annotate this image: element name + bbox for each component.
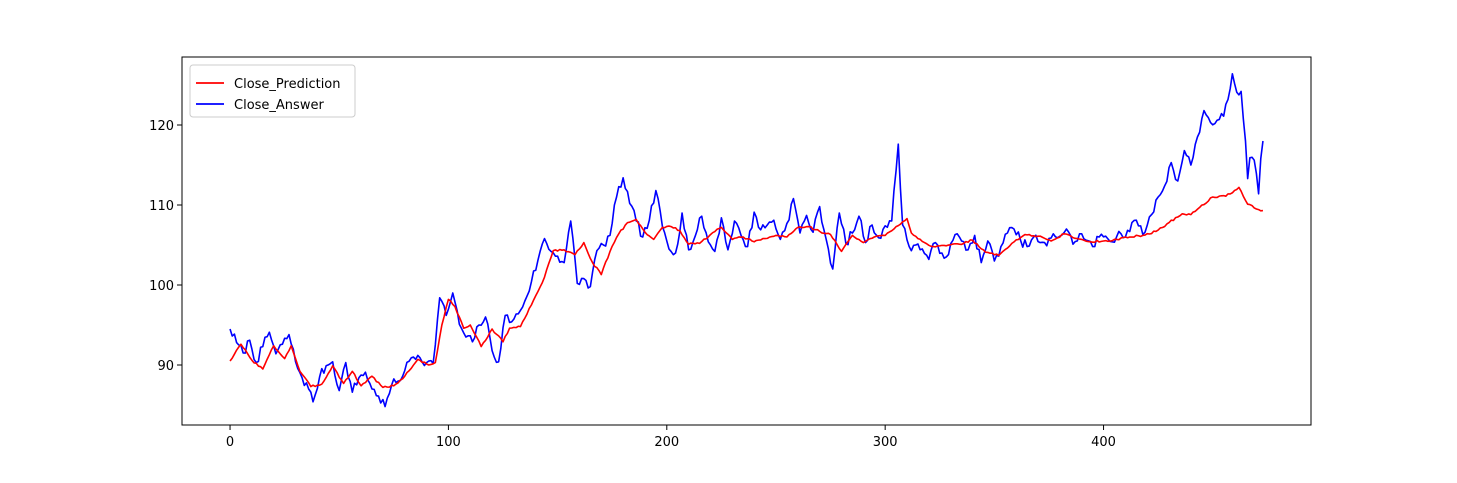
x-tick-label: 400 xyxy=(1091,435,1116,450)
legend-label: Close_Prediction xyxy=(234,77,341,92)
y-tick-label: 120 xyxy=(149,119,174,134)
y-tick-label: 100 xyxy=(149,279,174,294)
y-axis: 90 100 110 120 xyxy=(149,119,182,374)
x-tick-label: 200 xyxy=(654,435,679,450)
series-line-close-answer xyxy=(229,73,1264,408)
x-tick-label: 300 xyxy=(873,435,898,450)
y-tick-label: 110 xyxy=(149,199,174,214)
x-tick-label: 100 xyxy=(436,435,461,450)
legend-label: Close_Answer xyxy=(234,98,324,113)
series-line-close-prediction xyxy=(229,186,1264,389)
y-tick-label: 90 xyxy=(157,359,174,374)
plot-series-layer xyxy=(229,73,1264,408)
legend-box xyxy=(189,64,356,118)
x-axis: 0 100 200 300 400 xyxy=(226,425,1116,450)
legend: Close_Prediction Close_Answer xyxy=(189,64,356,118)
plot-area-frame xyxy=(181,56,1312,426)
x-tick-label: 0 xyxy=(226,435,234,450)
